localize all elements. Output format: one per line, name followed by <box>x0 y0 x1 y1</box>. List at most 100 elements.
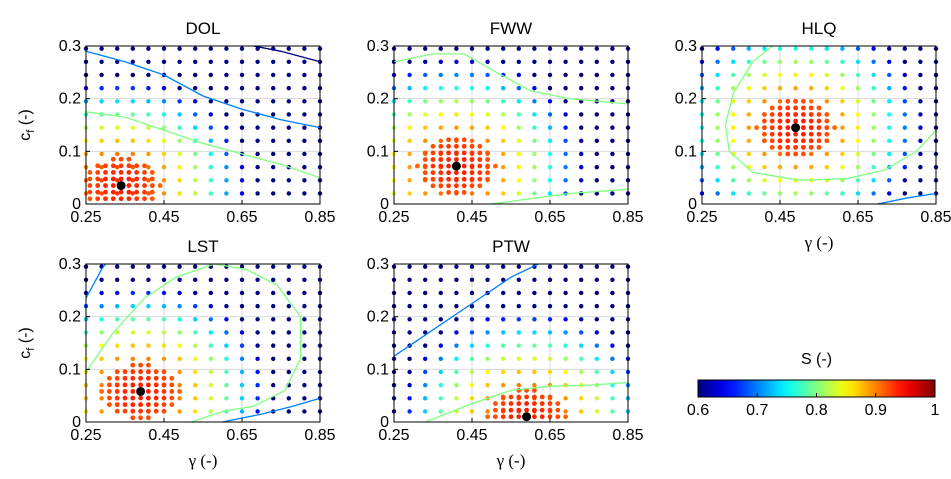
data-point <box>146 164 151 170</box>
data-point <box>286 72 291 78</box>
data-point <box>255 264 260 269</box>
data-point <box>508 394 514 400</box>
data-point <box>224 382 229 388</box>
data-point <box>110 183 116 188</box>
data-point <box>855 99 861 104</box>
data-point <box>407 125 412 130</box>
data-point <box>579 72 584 78</box>
colorbar-tick-label: 0.7 <box>746 402 768 419</box>
data-point <box>271 343 276 348</box>
x-axis-label: γ (-) <box>188 451 218 470</box>
data-point <box>423 369 428 375</box>
data-point <box>407 369 412 375</box>
data-point <box>539 401 545 406</box>
data-point <box>715 178 720 183</box>
data-point <box>579 151 584 157</box>
data-point <box>485 382 490 388</box>
data-point <box>469 317 475 322</box>
data-point <box>855 164 861 170</box>
data-point <box>516 401 522 406</box>
data-point <box>138 362 144 368</box>
data-point <box>239 72 245 78</box>
data-point <box>594 303 599 309</box>
data-point <box>563 369 568 375</box>
data-point <box>777 118 783 124</box>
data-point <box>407 317 412 322</box>
data-point <box>407 59 412 64</box>
data-point <box>824 125 830 131</box>
data-point <box>224 277 229 282</box>
data-point <box>153 375 159 381</box>
data-point <box>161 290 167 296</box>
data-point <box>302 356 307 361</box>
data-point <box>271 382 276 388</box>
data-point <box>446 143 451 149</box>
data-point <box>769 131 775 137</box>
data-point <box>594 178 599 183</box>
data-point <box>239 303 245 309</box>
data-point <box>769 125 775 131</box>
data-point <box>610 151 615 157</box>
data-point <box>501 46 506 51</box>
data-point <box>193 396 198 401</box>
data-point <box>793 72 798 78</box>
data-point <box>555 401 561 406</box>
data-point <box>887 125 892 130</box>
data-point <box>177 303 182 309</box>
data-point <box>594 317 599 322</box>
data-point <box>271 191 276 196</box>
data-point <box>547 138 553 143</box>
data-point <box>579 164 584 170</box>
contour-line <box>85 263 107 299</box>
data-point <box>762 138 767 144</box>
data-point <box>579 343 584 348</box>
x-tick-label: 0.25 <box>686 209 717 226</box>
data-point <box>469 396 475 401</box>
data-point <box>469 72 475 78</box>
data-point <box>762 59 767 64</box>
data-point <box>594 59 599 64</box>
data-point <box>430 143 436 149</box>
data-point <box>286 99 291 104</box>
data-point <box>532 317 537 322</box>
data-point <box>485 317 490 322</box>
data-point <box>793 105 798 111</box>
data-point <box>793 131 798 137</box>
optimum-point <box>116 181 126 191</box>
data-point <box>610 343 615 348</box>
data-point <box>610 290 615 296</box>
data-point <box>532 330 537 335</box>
data-point <box>469 330 475 335</box>
data-point <box>255 191 260 196</box>
panel-title: PTW <box>492 237 530 256</box>
data-point <box>142 176 147 182</box>
data-point <box>153 408 159 414</box>
data-point <box>438 163 444 169</box>
data-point <box>801 151 806 157</box>
data-point <box>547 99 553 104</box>
data-point <box>407 191 412 196</box>
data-point <box>793 118 798 124</box>
data-point <box>477 150 483 156</box>
data-point <box>208 303 213 309</box>
data-point <box>855 112 861 117</box>
data-point <box>808 112 814 117</box>
data-point <box>423 277 428 282</box>
data-point <box>777 144 783 150</box>
data-point <box>146 59 151 64</box>
data-point <box>469 59 475 64</box>
data-point <box>477 163 483 169</box>
data-point <box>438 396 443 401</box>
data-point <box>115 290 120 296</box>
data-point <box>177 138 182 143</box>
data-point <box>239 409 245 414</box>
data-point <box>286 330 291 335</box>
data-point <box>840 72 845 78</box>
data-point <box>762 99 767 104</box>
data-point <box>224 396 229 401</box>
data-point <box>422 157 428 162</box>
data-point <box>746 191 751 196</box>
data-point <box>146 343 151 348</box>
data-point <box>286 277 291 282</box>
data-point <box>610 369 615 375</box>
